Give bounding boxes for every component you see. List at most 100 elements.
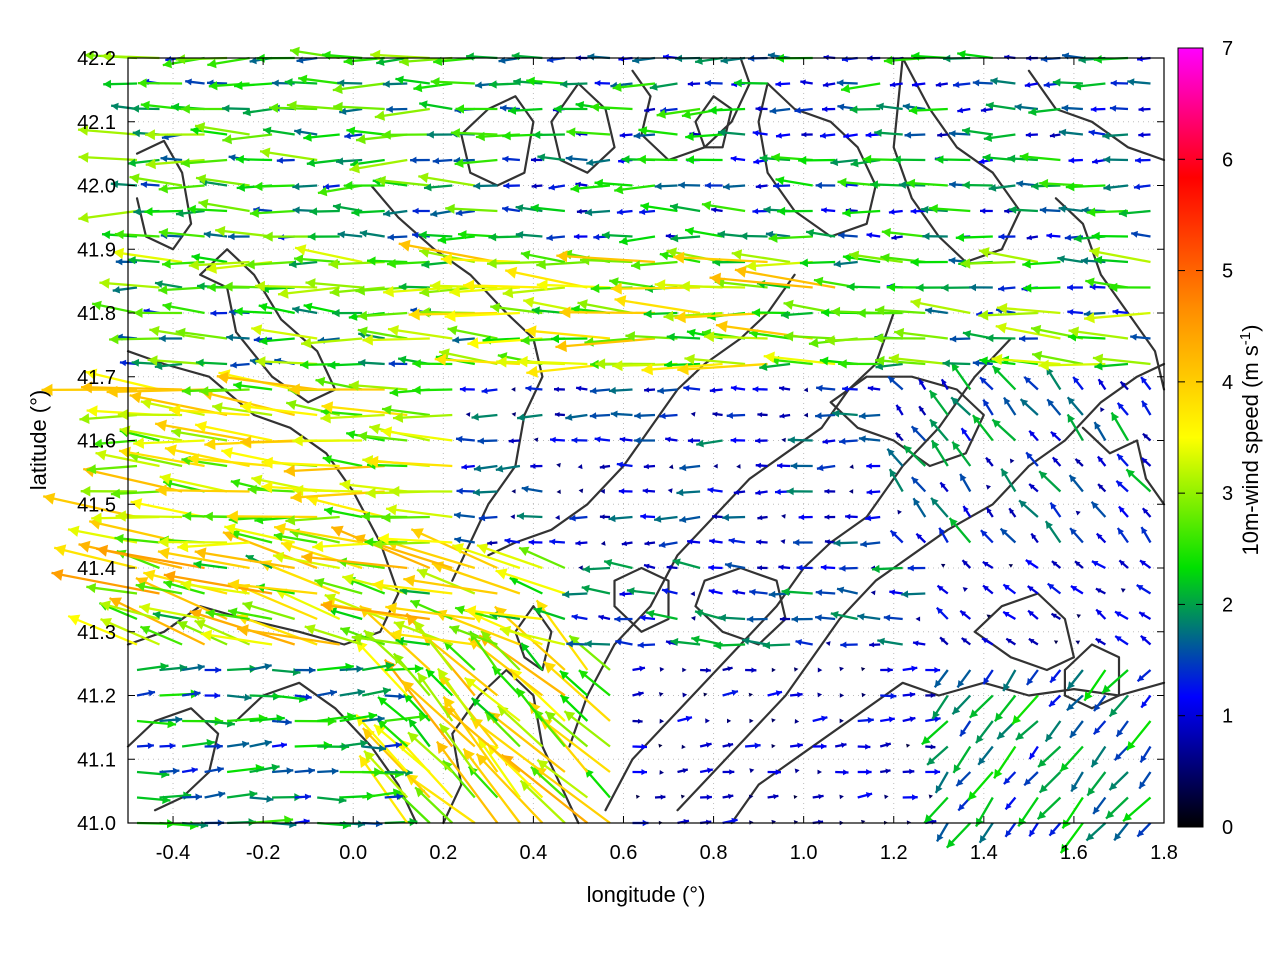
wind-vector [704,182,723,189]
wind-vector [570,183,611,193]
wind-vector [1140,376,1152,391]
wind-vector [717,128,746,137]
wind-vector [145,158,205,170]
wind-vector-head [433,56,443,66]
wind-vector-head [571,437,578,444]
wind-vector [562,590,588,599]
wind-vector [680,794,685,799]
wind-vector-head [608,514,616,523]
wind-vector [1113,745,1129,762]
wind-vector [1025,451,1039,467]
wind-vector [1126,720,1152,751]
wind-vector [1089,283,1106,291]
wind-vector-head [1092,158,1098,165]
wind-vector [978,158,993,165]
wind-vector-head [251,474,263,486]
wind-vector-head [562,590,570,599]
wind-vector-head [1031,182,1039,191]
wind-vector-shaft [496,704,544,748]
wind-vector-head [417,568,429,579]
wind-vector [713,463,718,469]
wind-vector [1115,720,1129,738]
wind-vector [843,132,858,139]
wind-vector-head [227,579,240,591]
wind-vector [690,591,695,597]
wind-vector-head [1088,129,1095,136]
wind-vector [185,78,205,86]
wind-vector [187,453,273,468]
wind-vector-head [386,504,397,516]
wind-vector-head [426,669,436,679]
wind-vector-head [775,488,781,495]
wind-vector [559,669,589,697]
wind-vector-head [249,208,259,218]
wind-vector-head [637,641,644,649]
wind-vector-shaft [373,723,431,773]
wind-vector-head [115,258,123,266]
wind-vector-head [180,104,190,114]
wind-vector [654,182,678,190]
wind-vector-head [274,522,286,535]
wind-vector [444,310,520,322]
wind-vector [599,464,611,470]
wind-vector-head [1086,207,1096,217]
wind-vector [614,295,701,315]
wind-vector-head [730,437,737,444]
wind-vector-head [1084,691,1093,701]
wind-vector-head [849,464,854,469]
wind-vector-head [1117,454,1124,461]
wind-vector [833,539,858,547]
wind-vector-head [822,81,829,88]
wind-vector-head [408,732,419,743]
wind-vector [1094,361,1129,371]
wind-vector-head [96,544,109,557]
wind-vector-head [1073,376,1080,384]
wind-vector [513,77,543,86]
wind-vector [1070,585,1084,595]
wind-vector-head [830,158,839,167]
wind-vector-head [983,677,990,685]
wind-vector [136,719,177,729]
wind-vector-shaft [227,582,318,595]
wind-vector [608,386,633,395]
wind-vector [874,128,903,137]
wind-vector-head [305,693,312,701]
wind-vector [487,711,566,773]
wind-vector-head [590,102,600,112]
wind-vector-head [566,640,573,648]
wind-vector-head [172,767,180,775]
wind-vector-head [1135,157,1141,164]
wind-vector-head [216,742,223,750]
wind-vector [333,101,385,112]
wind-vector-head [1102,684,1111,694]
wind-vector [203,230,228,239]
wind-vector-head [281,540,294,552]
wind-vector [902,691,916,698]
wind-vector [643,463,656,470]
wind-vector [840,82,881,94]
wind-vector [1046,398,1062,416]
wind-vector-head [609,277,619,287]
wind-vector [423,183,453,192]
wind-vector-head [436,741,449,754]
wind-vector-head [1003,777,1011,785]
wind-vector-head [840,641,847,649]
wind-vector-head [263,126,272,135]
wind-vector [1008,205,1038,214]
wind-vector [566,640,588,648]
wind-vector [594,436,611,443]
wind-vector [659,667,665,672]
wind-vector [858,435,881,443]
wind-vector-head [912,794,918,801]
wind-vector [857,613,881,621]
wind-vector-head [294,254,304,264]
wind-vector [897,509,902,515]
wind-vector-head [424,183,432,192]
wind-vector-shaft [499,627,566,646]
wind-vector [180,579,250,595]
wind-vector-head [1062,819,1071,829]
wind-vector-shaft [119,428,183,442]
wind-vector-head [377,715,385,723]
wind-vector [303,302,340,315]
wind-vector [741,637,768,646]
